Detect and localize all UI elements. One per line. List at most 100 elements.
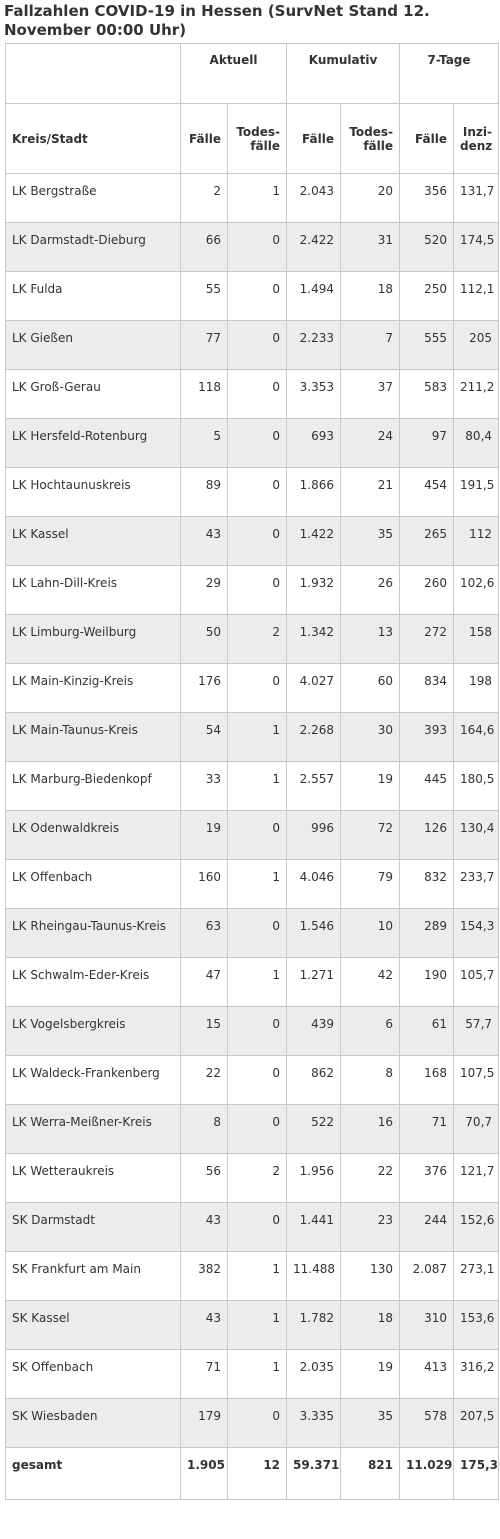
kumulativ-todesfaelle-cell: 72	[340, 810, 401, 860]
aktuell-faelle-cell: 54	[180, 712, 228, 762]
kumulativ-faelle-cell: 1.342	[286, 614, 342, 664]
aktuell-faelle-cell: 179	[180, 1398, 228, 1448]
inzidenz-cell: 207,5	[453, 1398, 500, 1448]
7tage-faelle-cell: 454	[399, 467, 455, 517]
kreis-cell: LK Fulda	[5, 271, 181, 321]
table-row: LK Waldeck-Frankenberg 22 0 862 8 168 107,5	[5, 1055, 500, 1105]
kumulativ-faelle-cell: 1.271	[286, 957, 342, 1007]
aktuell-faelle-cell: 56	[180, 1153, 228, 1203]
aktuell-faelle-cell: 71	[180, 1349, 228, 1399]
aktuell-todesfaelle-cell: 0	[226, 1006, 288, 1056]
inzidenz-cell: 198	[453, 663, 500, 713]
7tage-faelle-cell: 260	[399, 565, 455, 615]
kumulativ-todesfaelle-cell: 35	[340, 1398, 401, 1448]
inzidenz-cell: 233,7	[453, 859, 500, 909]
kumulativ-todesfaelle-cell: 821	[340, 1447, 401, 1500]
aktuell-todesfaelle-cell: 1	[226, 957, 288, 1007]
table-row: LK Bergstraße 2 1 2.043 20 356 131,7	[5, 173, 500, 223]
kumulativ-faelle-cell: 2.268	[286, 712, 342, 762]
kumulativ-faelle-cell: 1.932	[286, 565, 342, 615]
kumulativ-faelle-cell: 2.043	[286, 173, 342, 223]
aktuell-faelle-cell: 50	[180, 614, 228, 664]
aktuell-faelle-cell: 29	[180, 565, 228, 615]
kumulativ-faelle-cell: 11.488	[286, 1251, 342, 1301]
table-row: SK Darmstadt 43 0 1.441 23 244 152,6	[5, 1202, 500, 1252]
aktuell-faelle-cell: 55	[180, 271, 228, 321]
aktuell-todesfaelle-cell: 1	[226, 1251, 288, 1301]
inzidenz-cell: 70,7	[453, 1104, 500, 1154]
kumulativ-faelle-cell: 4.027	[286, 663, 342, 713]
table-row: LK Werra-Meißner-Kreis 8 0 522 16 71 70,7	[5, 1104, 500, 1154]
kreis-cell: LK Vogelsbergkreis	[5, 1006, 181, 1056]
table-row: LK Vogelsbergkreis 15 0 439 6 61 57,7	[5, 1006, 500, 1056]
kumulativ-faelle-cell: 1.782	[286, 1300, 342, 1350]
group-header-kumulativ: Kumulativ	[286, 43, 401, 104]
7tage-faelle-cell: 250	[399, 271, 455, 321]
kreis-cell: LK Offenbach	[5, 859, 181, 909]
7tage-faelle-cell: 97	[399, 418, 455, 468]
table-row: SK Offenbach 71 1 2.035 19 413 316,2	[5, 1349, 500, 1399]
kreis-cell: LK Groß-Gerau	[5, 369, 181, 419]
aktuell-todesfaelle-cell: 1	[226, 761, 288, 811]
kumulativ-todesfaelle-cell: 21	[340, 467, 401, 517]
table-row: LK Fulda 55 0 1.494 18 250 112,1	[5, 271, 500, 321]
aktuell-faelle-cell: 2	[180, 173, 228, 223]
7tage-faelle-cell: 11.029	[399, 1447, 455, 1500]
inzidenz-cell: 174,5	[453, 222, 500, 272]
7tage-faelle-cell: 168	[399, 1055, 455, 1105]
column-header-kumulativ-todesfaelle: Todes-fälle	[340, 103, 401, 174]
kreis-cell: LK Odenwaldkreis	[5, 810, 181, 860]
inzidenz-cell: 205	[453, 320, 500, 370]
table-row: SK Frankfurt am Main 382 1 11.488 130 2.087 27…	[5, 1251, 500, 1301]
inzidenz-cell: 211,2	[453, 369, 500, 419]
inzidenz-cell: 57,7	[453, 1006, 500, 1056]
aktuell-todesfaelle-cell: 0	[226, 320, 288, 370]
kreis-cell: SK Wiesbaden	[5, 1398, 181, 1448]
kumulativ-todesfaelle-cell: 18	[340, 271, 401, 321]
kumulativ-todesfaelle-cell: 130	[340, 1251, 401, 1301]
aktuell-todesfaelle-cell: 1	[226, 1349, 288, 1399]
inzidenz-cell: 107,5	[453, 1055, 500, 1105]
kumulativ-faelle-cell: 439	[286, 1006, 342, 1056]
7tage-faelle-cell: 832	[399, 859, 455, 909]
aktuell-todesfaelle-cell: 0	[226, 810, 288, 860]
aktuell-todesfaelle-cell: 1	[226, 173, 288, 223]
aktuell-faelle-cell: 47	[180, 957, 228, 1007]
7tage-faelle-cell: 61	[399, 1006, 455, 1056]
table-row: LK Limburg-Weilburg 50 2 1.342 13 272 158	[5, 614, 500, 664]
aktuell-faelle-cell: 22	[180, 1055, 228, 1105]
column-header-kumulativ-faelle: Fälle	[286, 103, 342, 174]
table-row: LK Kassel 43 0 1.422 35 265 112	[5, 516, 500, 566]
aktuell-faelle-cell: 118	[180, 369, 228, 419]
aktuell-todesfaelle-cell: 0	[226, 271, 288, 321]
inzidenz-cell: 191,5	[453, 467, 500, 517]
kumulativ-faelle-cell: 522	[286, 1104, 342, 1154]
kumulativ-faelle-cell: 2.557	[286, 761, 342, 811]
aktuell-todesfaelle-cell: 2	[226, 614, 288, 664]
table-row: LK Rheingau-Taunus-Kreis 63 0 1.546 10 289 154…	[5, 908, 500, 958]
7tage-faelle-cell: 413	[399, 1349, 455, 1399]
kumulativ-faelle-cell: 693	[286, 418, 342, 468]
inzidenz-cell: 154,3	[453, 908, 500, 958]
kumulativ-todesfaelle-cell: 42	[340, 957, 401, 1007]
7tage-faelle-cell: 126	[399, 810, 455, 860]
aktuell-todesfaelle-cell: 0	[226, 369, 288, 419]
inzidenz-cell: 316,2	[453, 1349, 500, 1399]
table-row: LK Marburg-Biedenkopf 33 1 2.557 19 445 180,5	[5, 761, 500, 811]
kreis-cell: LK Hochtaunuskreis	[5, 467, 181, 517]
7tage-faelle-cell: 310	[399, 1300, 455, 1350]
table-row: LK Groß-Gerau 118 0 3.353 37 583 211,2	[5, 369, 500, 419]
kreis-cell: gesamt	[5, 1447, 181, 1500]
kumulativ-faelle-cell: 2.422	[286, 222, 342, 272]
7tage-faelle-cell: 393	[399, 712, 455, 762]
table-row: LK Gießen 77 0 2.233 7 555 205	[5, 320, 500, 370]
kumulativ-faelle-cell: 2.035	[286, 1349, 342, 1399]
column-header-aktuell-todesfaelle: Todes-fälle	[226, 103, 288, 174]
aktuell-todesfaelle-cell: 0	[226, 467, 288, 517]
aktuell-faelle-cell: 382	[180, 1251, 228, 1301]
kumulativ-todesfaelle-cell: 35	[340, 516, 401, 566]
aktuell-todesfaelle-cell: 2	[226, 1153, 288, 1203]
aktuell-todesfaelle-cell: 1	[226, 712, 288, 762]
aktuell-faelle-cell: 176	[180, 663, 228, 713]
kreis-cell: SK Kassel	[5, 1300, 181, 1350]
